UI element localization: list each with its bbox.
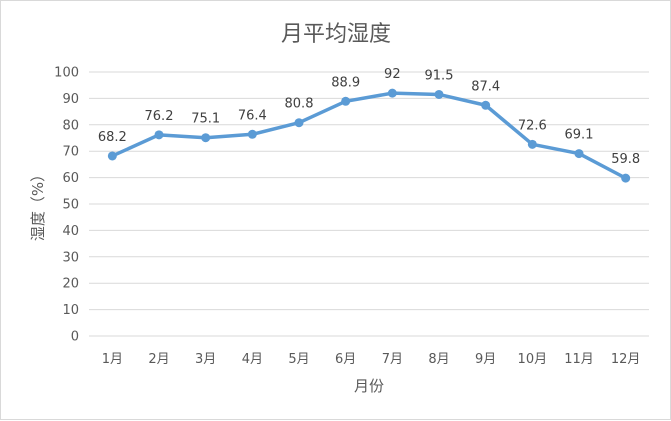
y-tick-label: 0 [71,330,79,345]
data-point [574,149,584,159]
data-label: 76.2 [145,109,174,124]
y-axis-label: 湿度（%） [29,167,47,241]
data-label: 76.4 [238,108,267,123]
points-layer [107,88,631,183]
series-layer [110,91,628,180]
y-tick-label: 20 [62,277,79,292]
data-point [107,151,117,161]
y-tick-labels: 0 10 20 30 40 50 60 70 80 90 100 [54,66,79,345]
y-tick-label: 30 [62,250,79,265]
chart-title: 月平均湿度 [281,22,391,47]
x-tick-label: 2月 [148,352,169,367]
data-point [481,100,491,110]
x-tick-label: 6月 [335,352,356,367]
data-point [434,89,444,99]
y-tick-label: 90 [62,92,79,107]
x-tick-label: 11月 [564,352,594,367]
x-tick-label: 8月 [428,352,449,367]
data-label: 59.8 [611,152,640,167]
data-point [621,173,631,183]
data-label: 92 [384,67,401,82]
x-tick-label: 12月 [611,352,641,367]
x-tick-labels: 1月 2月 3月 4月 5月 6月 7月 8月 9月 10月 11月 12月 [102,352,641,367]
data-point [201,133,211,143]
data-labels: 68.2 76.2 75.1 76.4 80.8 88.9 92 91.5 87.4 72.6 69… [98,67,640,167]
x-tick-label: 7月 [382,352,403,367]
y-tick-label: 60 [62,171,79,186]
y-tick-label: 10 [62,303,79,318]
x-tick-label: 5月 [288,352,309,367]
data-label: 87.4 [471,79,500,94]
data-label: 68.2 [98,130,127,145]
data-label: 75.1 [191,112,220,127]
x-tick-label: 10月 [518,352,548,367]
data-label: 69.1 [565,128,594,143]
data-point [247,129,257,139]
y-tick-label: 100 [54,66,79,81]
data-label: 72.6 [518,118,547,133]
x-tick-label: 9月 [475,352,496,367]
x-axis-label: 月份 [354,377,384,395]
data-point [294,118,304,128]
data-point [387,88,397,98]
data-label: 80.8 [285,97,314,112]
x-tick-label: 4月 [242,352,263,367]
data-label: 91.5 [425,68,454,83]
gridlines [89,71,649,337]
x-tick-label: 3月 [195,352,216,367]
y-tick-label: 70 [62,145,79,160]
y-tick-label: 80 [62,118,79,133]
data-point [527,139,537,149]
data-label: 88.9 [331,75,360,90]
data-point [341,96,351,106]
y-tick-label: 40 [62,224,79,239]
data-point [154,130,164,140]
x-tick-label: 1月 [102,352,123,367]
series-line [110,91,628,180]
y-tick-label: 50 [62,198,79,213]
